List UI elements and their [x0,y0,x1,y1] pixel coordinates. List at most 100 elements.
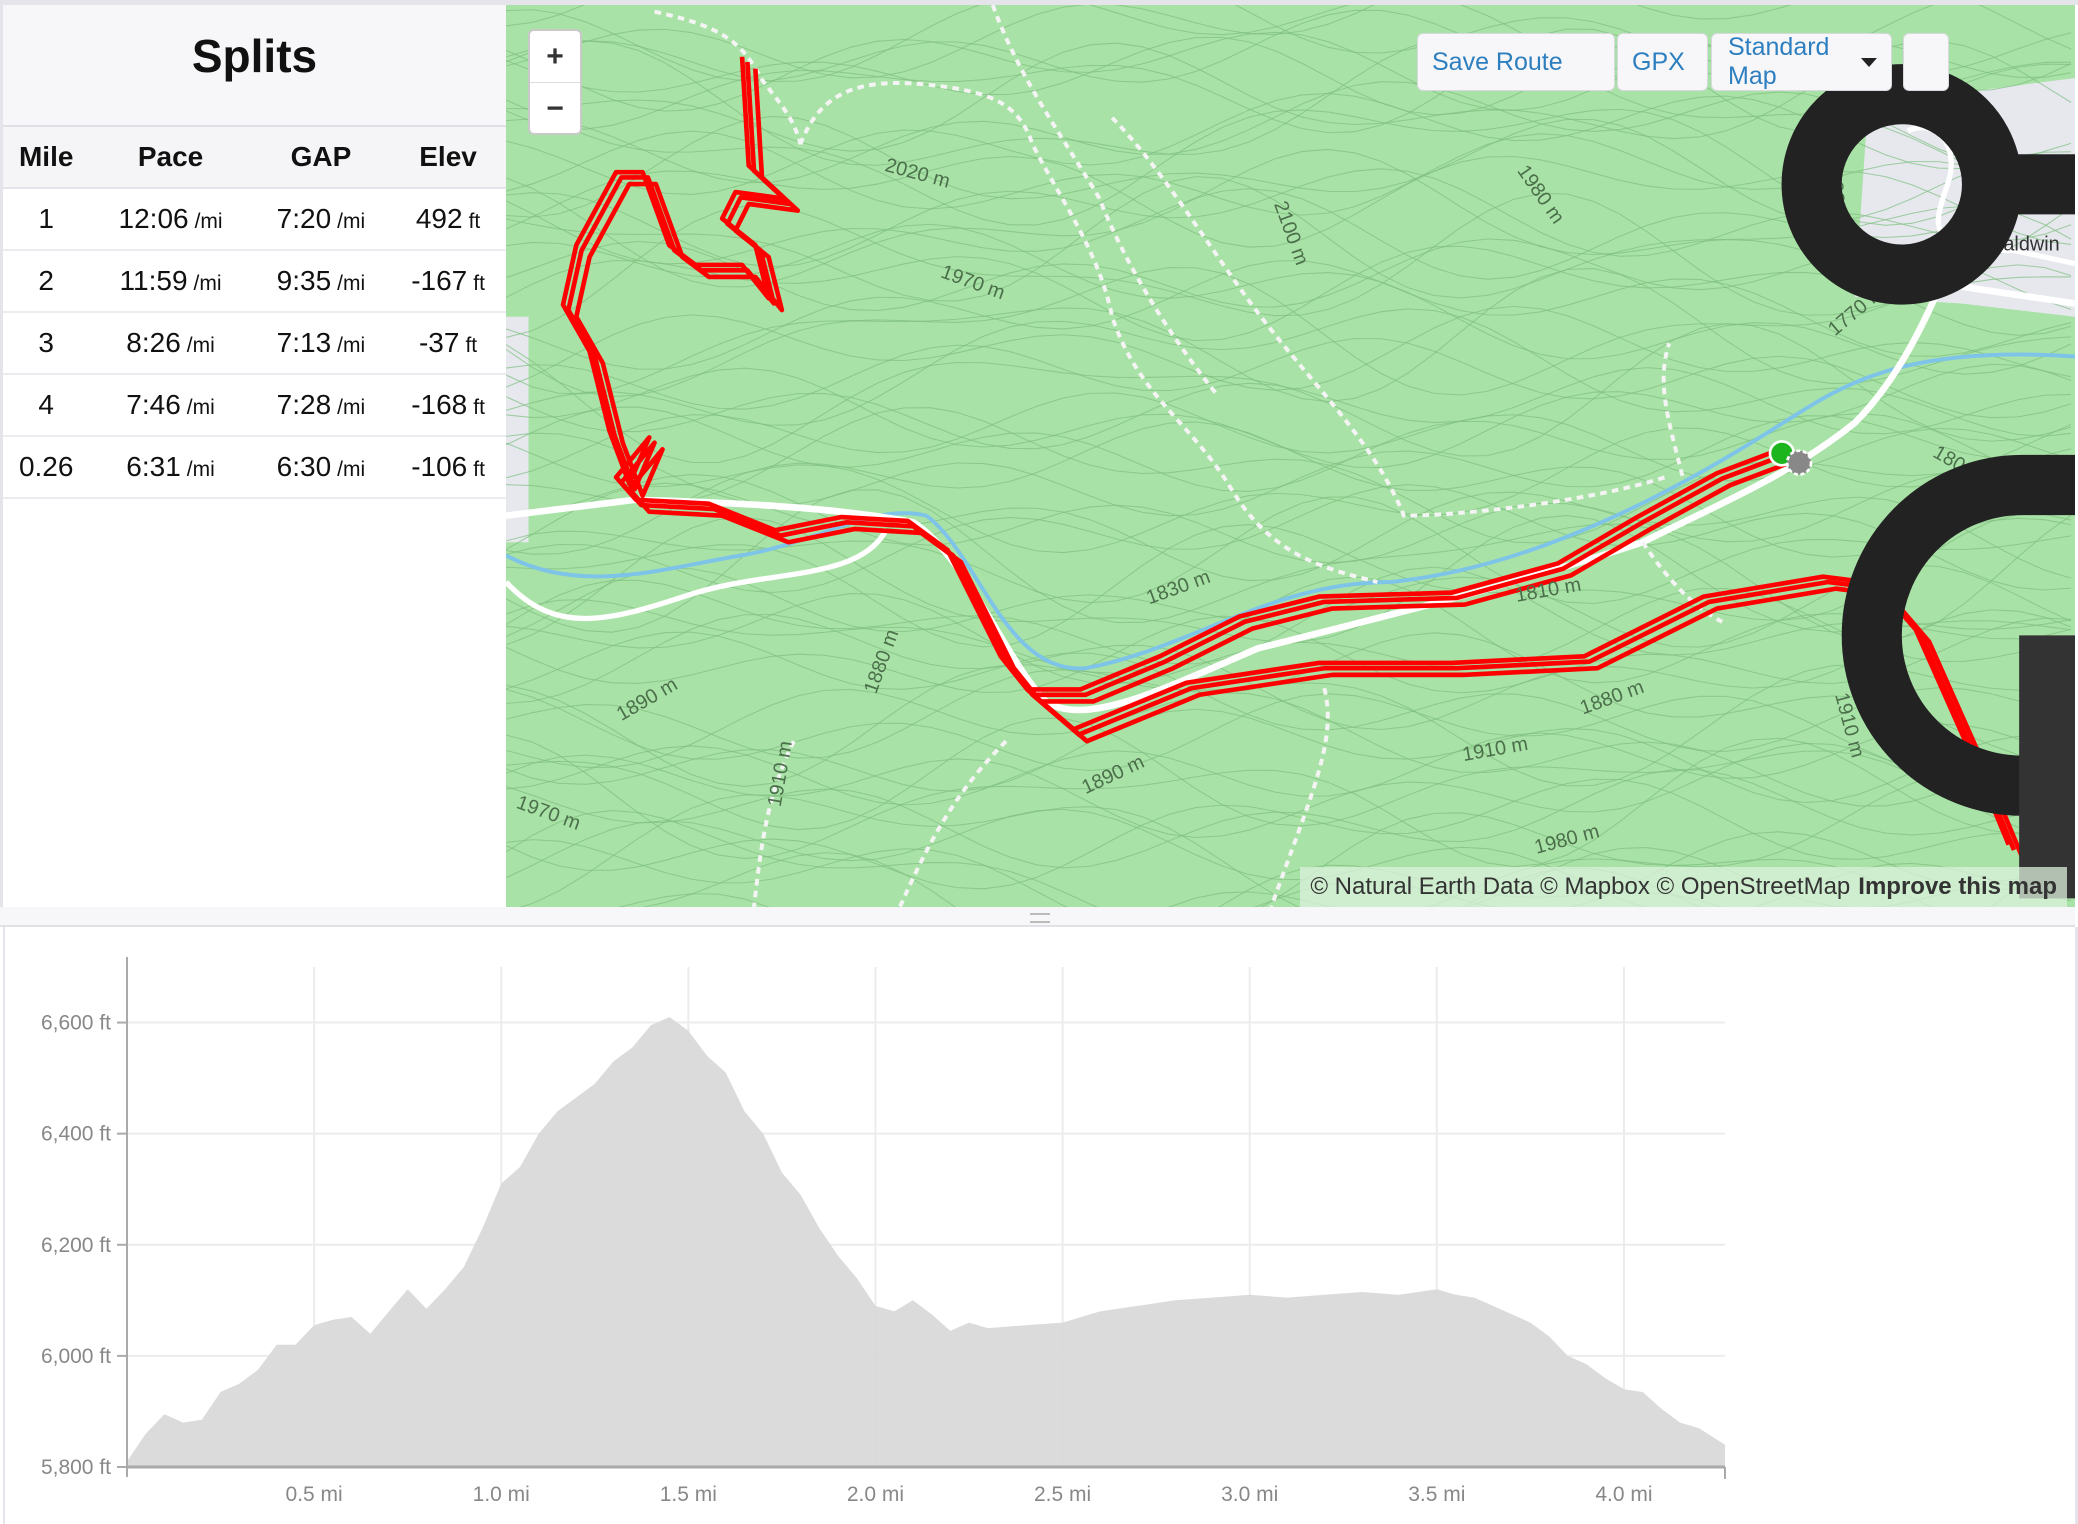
elevation-chart: 0.5 mi 1.0 mi 1.5 mi 2.0 mi 2.5 mi 3.0 mi 3.5 … [3,927,2078,1524]
split-gap: 7:28/mi [251,374,391,437]
split-row: 3 8:26/mi 7:13/mi -37 ft [3,312,506,375]
trail [752,740,796,907]
splits-panel: Splits Mile Pace GAP Elev 1 12:06/mi 7:20/… [0,5,506,907]
map-style-label: Standard Map [1728,33,1830,90]
improve-map-link[interactable]: Improve this map [1858,873,2057,900]
contour-line [506,470,2072,564]
col-elev: Elev [390,127,506,189]
route-line [560,56,1778,692]
mile-value: 4 [38,389,54,420]
contour-line [506,305,2072,391]
contour-line [506,260,2072,370]
mile-value: 1 [38,203,54,234]
map-attribution: © Natural Earth Data © Mapbox © OpenStre… [1300,867,2067,907]
contour-line [506,406,2072,492]
zoom-in-button[interactable]: + [530,31,580,83]
gpx-label: GPX [1632,47,1685,76]
contour-line [506,769,2072,869]
mile-value: 2 [38,265,54,296]
split-gap: 7:20/mi [251,188,391,251]
x-tick-label: 1.5 mi [660,1483,717,1506]
save-route-label: Save Route [1432,47,1563,76]
finish-marker-icon [1785,449,1813,476]
gap-unit: /mi [337,458,366,481]
pace-value: 6:31 [126,451,181,482]
route-line [1025,574,2011,846]
elev-unit: ft [473,272,485,295]
y-tick-label: 6,600 ft [41,1012,111,1035]
y-tick-label: 6,000 ft [41,1345,111,1368]
x-tick-label: 3.5 mi [1408,1483,1465,1506]
resize-handle[interactable] [0,907,2075,927]
attribution-text[interactable]: © Natural Earth Data © Mapbox © OpenStre… [1310,873,1851,900]
elevation-chart-svg: 0.5 mi 1.0 mi 1.5 mi 2.0 mi 2.5 mi 3.0 mi 3.5 … [41,957,1726,1506]
river [506,352,2075,671]
map[interactable]: 2020 m 1970 m 2100 m 1980 m 1820 m Baldwin 177… [506,5,2075,907]
gap-unit: /mi [337,334,366,357]
gap-value: 7:28 [276,389,332,420]
pace-unit: /mi [194,210,223,233]
trail [654,9,803,145]
route-line [1031,579,2017,851]
top-border [0,0,2078,5]
split-pace: 8:26/mi [89,312,252,375]
split-elev: -106 ft [390,436,506,499]
urban-area [506,316,529,543]
map-style-dropdown[interactable]: Standard Map [1711,33,1892,91]
contour-line [506,5,2072,79]
pace-unit: /mi [193,272,222,295]
contour-line [506,723,2072,806]
mile-value: 0.26 [18,451,74,482]
split-row: 0.26 6:31/mi 6:30/mi -106 ft [3,436,506,499]
y-tick-label: 5,800 ft [41,1456,111,1479]
x-tick-label: 2.5 mi [1034,1483,1091,1506]
x-tick-label: 0.5 mi [286,1483,343,1506]
elev-unit: ft [473,458,485,481]
split-elev: -37 ft [390,312,506,375]
gap-value: 6:30 [276,451,332,482]
elev-value: 492 [415,203,463,234]
split-pace: 6:31/mi [89,436,252,499]
elev-unit: ft [473,396,485,419]
fullscreen-icon [1904,34,2075,907]
elev-value: -37 [418,327,460,358]
download-icon [2019,635,2075,899]
gap-unit: /mi [337,396,366,419]
fullscreen-button[interactable] [1903,33,1949,91]
splits-table: Mile Pace GAP Elev 1 12:06/mi 7:20/mi 492 ft… [3,127,506,499]
split-elev: -168 ft [390,374,506,437]
gap-value: 7:13 [276,327,332,358]
contour-line [506,688,2072,807]
split-row: 2 11:59/mi 9:35/mi -167 ft [3,250,506,313]
trail [898,739,1008,907]
gpx-button[interactable]: GPX [1617,33,2075,899]
zoom-control: + − [528,29,582,135]
contour-line [506,367,2072,450]
x-tick-label: 4.0 mi [1595,1483,1652,1506]
contour-line [642,852,2072,907]
contour-line [506,778,2072,890]
pace-unit: /mi [186,334,215,357]
split-pace: 12:06/mi [89,188,252,251]
elevation-area [127,1017,1725,1467]
x-tick-label: 1.0 mi [473,1483,530,1506]
pace-unit: /mi [186,458,215,481]
split-mile: 1 [3,188,90,251]
contour-line [506,421,2072,558]
mile-value: 3 [38,327,54,358]
pace-unit: /mi [186,396,215,419]
elev-value: -106 [411,451,468,482]
trail [1110,116,1670,518]
pace-value: 8:26 [126,327,181,358]
save-route-button[interactable]: Save Route [1417,33,2075,816]
contour-line [506,632,2072,763]
split-row: 1 12:06/mi 7:20/mi 492 ft [3,188,506,251]
y-tick-label: 6,400 ft [41,1123,111,1146]
split-gap: 7:13/mi [251,312,391,375]
split-mile: 0.26 [3,436,90,499]
contour-line [506,631,2072,752]
y-tick-label: 6,200 ft [41,1234,111,1257]
split-gap: 6:30/mi [251,436,391,499]
zoom-out-button[interactable]: − [546,91,564,125]
splits-header: Splits [3,5,506,127]
